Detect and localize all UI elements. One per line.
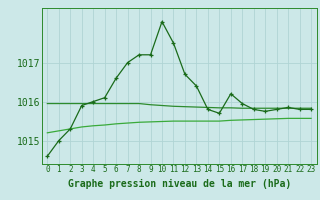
X-axis label: Graphe pression niveau de la mer (hPa): Graphe pression niveau de la mer (hPa) — [68, 179, 291, 189]
